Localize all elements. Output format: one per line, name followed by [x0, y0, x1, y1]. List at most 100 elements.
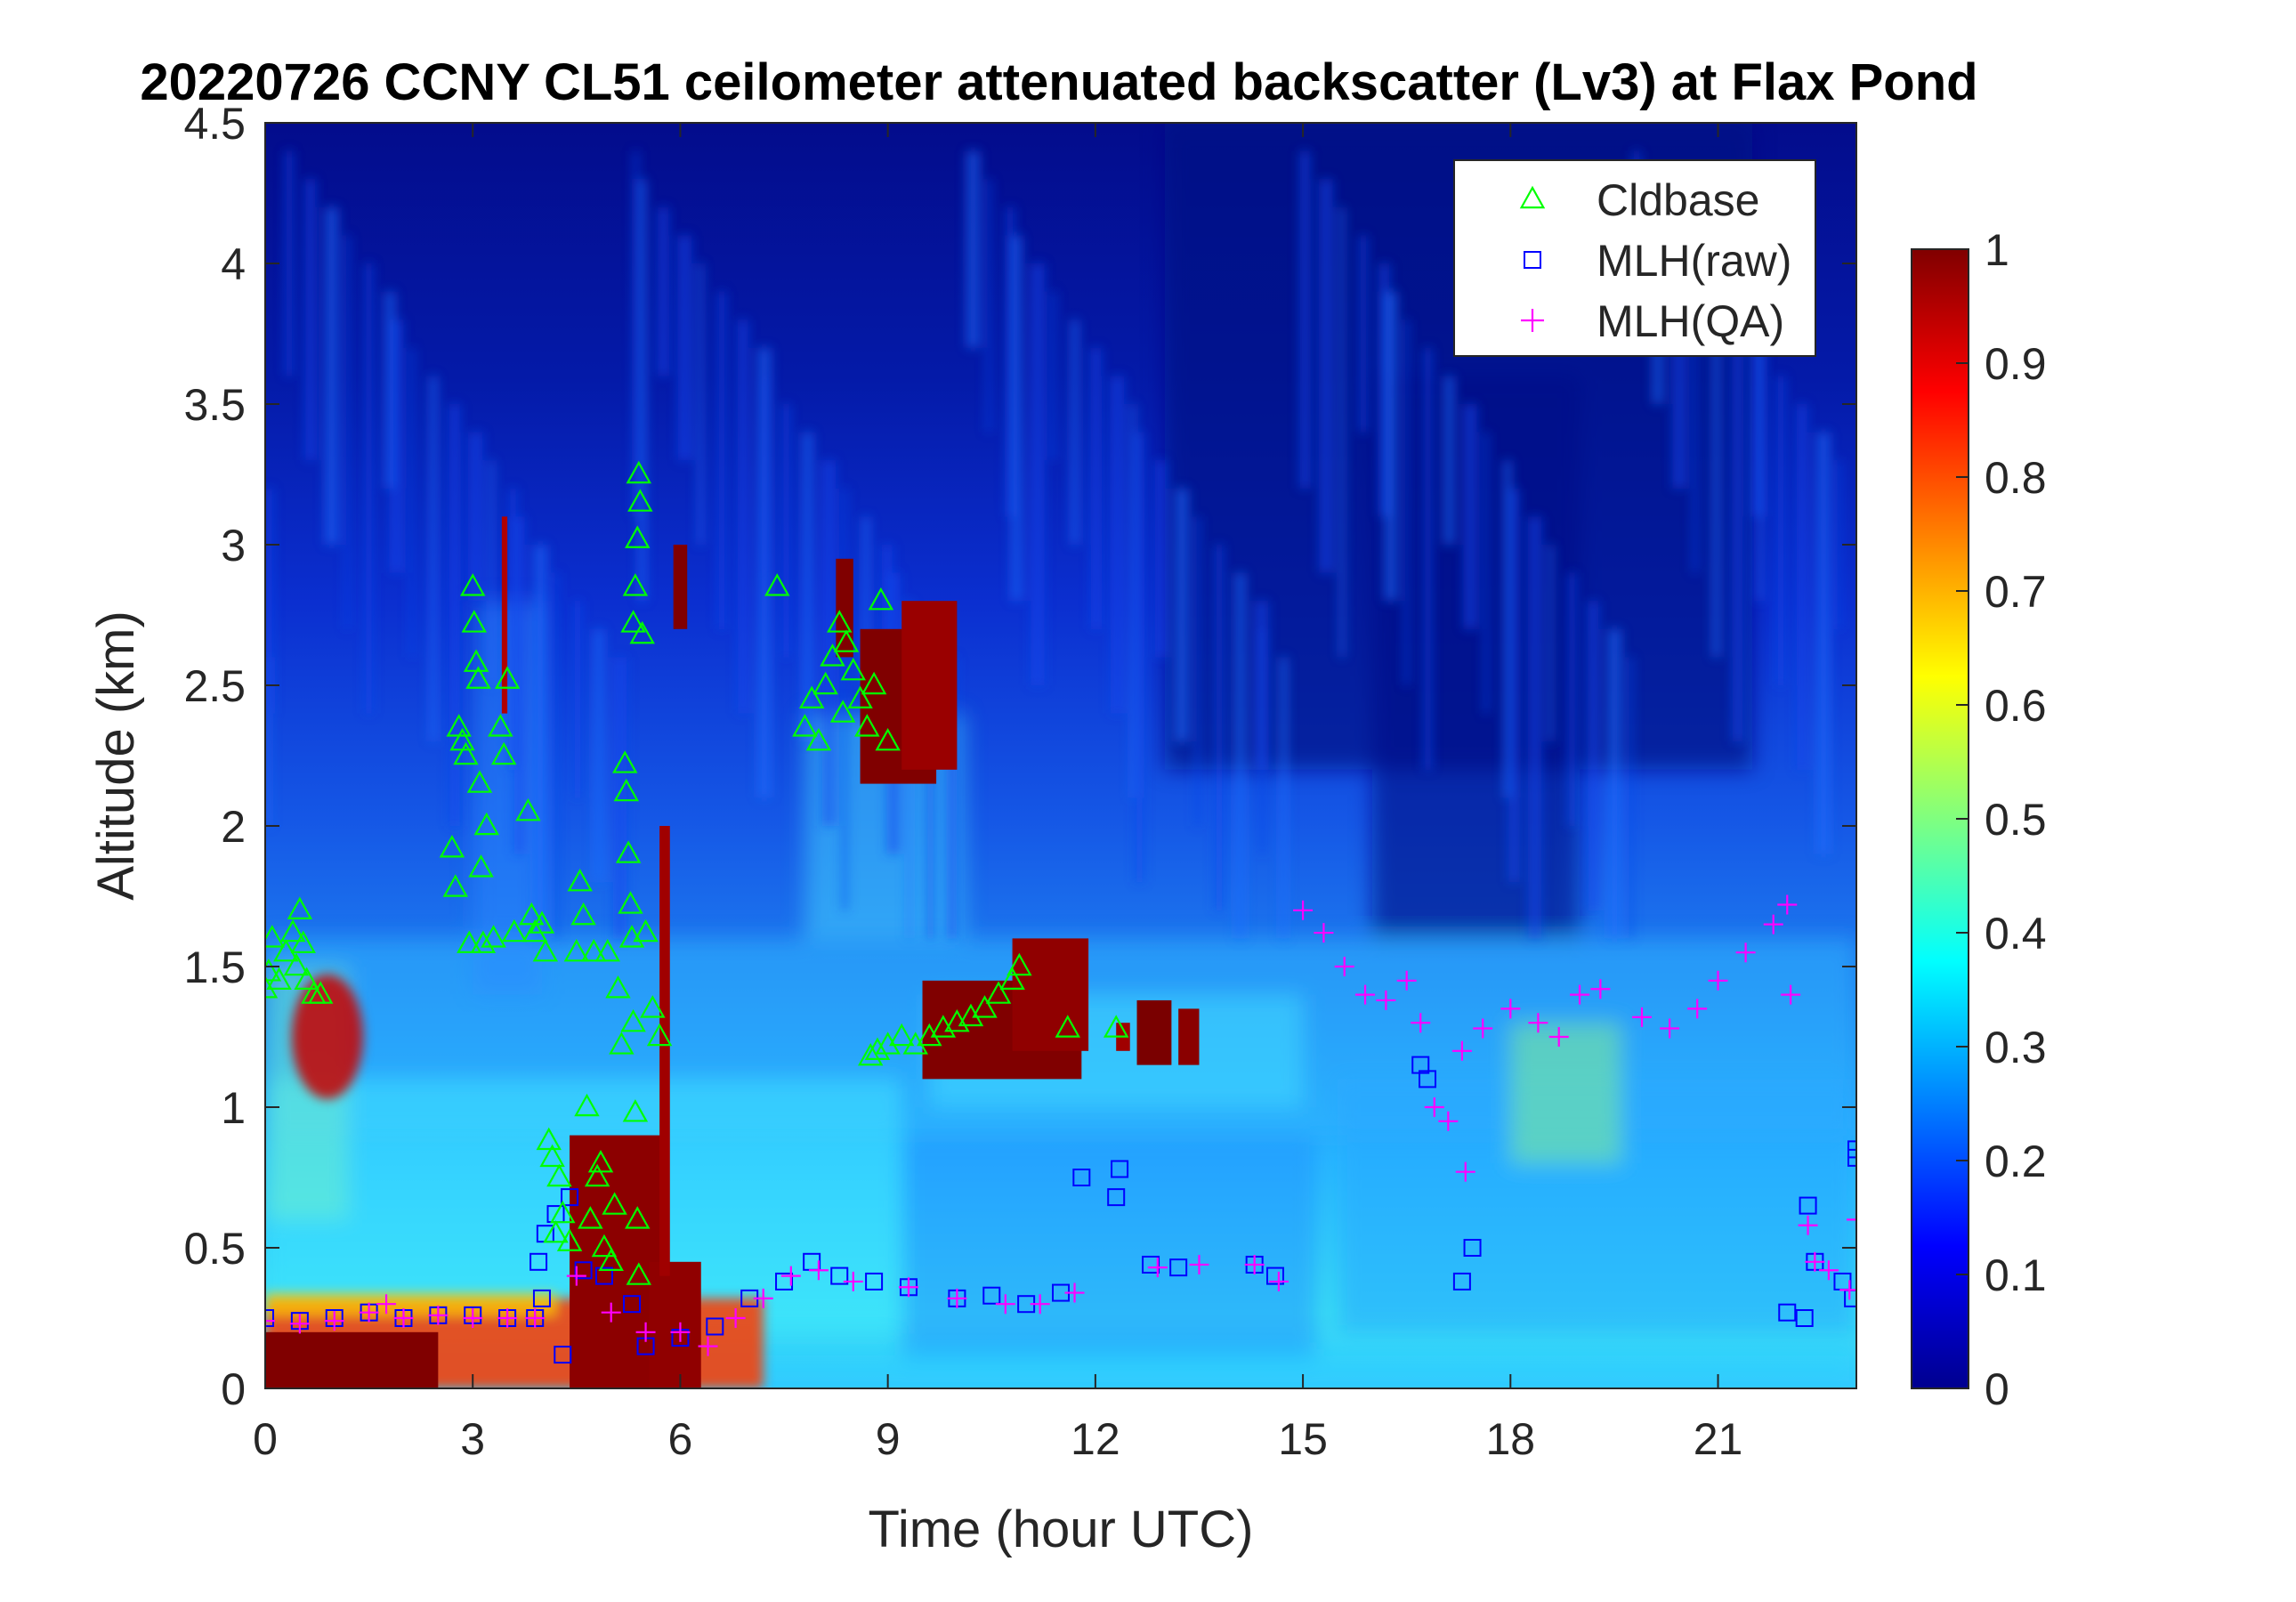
cldbase-marker: [546, 1163, 572, 1187]
high-backscatter-patch: [1178, 1008, 1200, 1065]
backscatter-high-values: [265, 516, 1200, 1388]
cldbase-marker: [618, 891, 643, 914]
backscatter-streak: [861, 516, 870, 685]
mlh-raw-marker: [982, 1286, 1001, 1305]
y-tick-label: 2: [221, 802, 246, 852]
x-tick-label: 12: [1071, 1414, 1120, 1464]
backscatter-soft-band: [1510, 1023, 1621, 1164]
cldbase-marker: [294, 967, 319, 991]
colorbar-tick-label: 0.6: [1985, 681, 2047, 731]
chart-title: 20220726 CCNY CL51 ceilometer attenuated…: [140, 53, 1977, 111]
colorbar-tick-label: 1: [1985, 225, 2009, 275]
cldbase-marker: [613, 778, 640, 802]
backscatter-streak: [364, 263, 373, 714]
cldbase-marker: [265, 975, 279, 999]
cldbase-marker: [902, 1032, 928, 1055]
mlh-qa-marker: [1438, 1111, 1459, 1131]
mlh-qa-marker: [1064, 1282, 1085, 1303]
mlh-qa-marker: [1268, 1271, 1289, 1291]
x-tick-label: 3: [460, 1414, 485, 1464]
mlh-raw-marker: [1111, 1160, 1129, 1178]
mlh-qa-marker: [1570, 984, 1590, 1005]
cldbase-marker: [609, 1032, 635, 1055]
cldbase-marker: [307, 981, 334, 1004]
legend-marker: [1524, 251, 1541, 269]
mlh-raw-marker: [1107, 1188, 1126, 1207]
mlh-raw-marker: [865, 1272, 884, 1290]
mlh-raw-marker: [1795, 1309, 1814, 1327]
x-tick-label: 9: [876, 1414, 901, 1464]
cldbase-marker: [829, 700, 856, 723]
mlh-qa-marker: [843, 1271, 863, 1291]
mlh-qa-marker: [780, 1266, 801, 1286]
backscatter-streak: [1279, 657, 1288, 939]
backscatter-streak: [1484, 432, 1490, 714]
cldbase-marker: [620, 610, 646, 633]
mlh-qa-marker: [1314, 923, 1334, 943]
x-tick-label: 15: [1278, 1414, 1328, 1464]
backscatter-streak: [717, 291, 726, 629]
backscatter-streak: [533, 545, 547, 939]
cldbase-marker: [1007, 952, 1032, 976]
mlh-raw-marker: [1411, 1056, 1430, 1074]
backscatter-streak: [1384, 291, 1398, 602]
mlh-qa-marker: [1548, 1027, 1569, 1047]
mlh-raw-marker: [265, 1309, 274, 1327]
mlh-qa-marker: [1189, 1254, 1209, 1274]
cldbase-marker: [570, 902, 596, 926]
backscatter-streak: [554, 572, 560, 939]
backscatter-streak: [1732, 291, 1743, 742]
legend-box: [1453, 159, 1816, 357]
mlh-qa-marker: [1451, 1040, 1472, 1061]
colorbar-tick-label: 0.7: [1985, 567, 2047, 617]
cldbase-marker: [273, 938, 299, 962]
cldbase-marker: [626, 1262, 652, 1285]
cldbase-marker: [620, 1008, 646, 1032]
cldbase-marker: [442, 874, 469, 897]
mlh-qa-marker: [463, 1308, 483, 1328]
surface-layer-edge: [265, 1292, 556, 1315]
cldbase-marker: [265, 925, 285, 948]
backscatter-streak: [1011, 235, 1023, 602]
mlh-qa-marker: [1355, 984, 1376, 1005]
mlh-qa-marker: [1632, 1007, 1653, 1027]
backscatter-soft-band: [901, 1135, 1317, 1361]
mlh-raw-marker: [1265, 1266, 1284, 1285]
cldbase-marker: [868, 587, 894, 611]
backscatter-streak: [698, 263, 704, 545]
mlh-raw-marker: [1169, 1258, 1188, 1277]
mlh-raw-marker: [594, 1266, 613, 1285]
mlh-qa-marker: [1777, 894, 1798, 915]
cldbase-marker: [598, 1248, 624, 1272]
backscatter-streak: [1090, 347, 1102, 629]
backscatter-streak: [821, 460, 836, 826]
cldbase-marker: [833, 629, 860, 652]
legend-entry: Cldbase: [1519, 175, 1759, 225]
mlh-raw-marker: [532, 1289, 551, 1307]
cldbase-marker: [453, 741, 479, 765]
backscatter-streak: [1234, 572, 1246, 939]
y-tick-label: 0.5: [183, 1224, 246, 1274]
backscatter-streak: [762, 376, 768, 573]
mlh-qa-marker: [1528, 1013, 1548, 1033]
backscatter-streak: [1299, 150, 1311, 489]
cldbase-marker: [578, 1206, 603, 1229]
backscatter-streak: [513, 516, 525, 854]
backscatter-streak: [782, 404, 791, 658]
backscatter-streak: [344, 235, 351, 629]
mlh-qa-marker: [1376, 990, 1396, 1010]
mlh-qa-marker: [1708, 970, 1728, 991]
mlh-qa-marker: [376, 1294, 397, 1315]
backscatter-streak: [677, 235, 691, 461]
backscatter-streak: [1797, 404, 1808, 770]
mlh-raw-marker: [1142, 1255, 1160, 1274]
mlh-qa-marker: [1763, 914, 1783, 934]
mlh-raw-marker: [574, 1261, 593, 1280]
cldbase-marker: [864, 1037, 891, 1061]
mlh-qa-marker: [995, 1294, 1015, 1315]
backscatter-streak: [1319, 179, 1333, 573]
y-tick-label: 3.5: [183, 380, 246, 430]
mlh-qa-marker: [1847, 1210, 1856, 1230]
cldbase-marker: [627, 489, 653, 512]
